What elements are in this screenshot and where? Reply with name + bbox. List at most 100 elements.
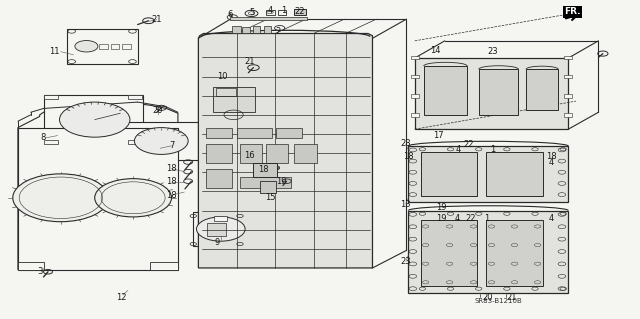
Bar bbox=[486, 220, 543, 286]
Text: 18: 18 bbox=[547, 152, 557, 161]
Circle shape bbox=[134, 128, 188, 154]
Bar bbox=[240, 144, 262, 163]
Text: 19: 19 bbox=[276, 177, 287, 186]
Bar bbox=[564, 94, 572, 98]
Text: 23: 23 bbox=[488, 47, 498, 56]
Bar bbox=[278, 10, 286, 15]
Text: 18: 18 bbox=[166, 164, 177, 173]
Text: SR83-B1210B: SR83-B1210B bbox=[474, 298, 522, 304]
Bar bbox=[411, 75, 419, 78]
Text: 18: 18 bbox=[259, 165, 269, 174]
Text: 21: 21 bbox=[244, 57, 255, 66]
Bar bbox=[44, 95, 58, 99]
Bar bbox=[214, 216, 227, 221]
Text: 23: 23 bbox=[401, 139, 411, 148]
Bar bbox=[122, 44, 131, 49]
Bar bbox=[206, 144, 232, 163]
Bar bbox=[128, 95, 142, 99]
Bar bbox=[206, 169, 232, 188]
Text: 20: 20 bbox=[153, 106, 163, 115]
Bar bbox=[411, 56, 419, 59]
Text: FR.: FR. bbox=[564, 7, 581, 16]
Text: 4: 4 bbox=[456, 145, 461, 154]
Text: 4: 4 bbox=[549, 158, 554, 167]
Bar bbox=[150, 262, 178, 270]
Bar bbox=[526, 69, 558, 110]
Text: 22: 22 bbox=[294, 7, 305, 16]
Bar bbox=[111, 44, 119, 49]
Text: 17: 17 bbox=[433, 131, 444, 140]
Bar bbox=[260, 181, 276, 193]
Bar bbox=[67, 29, 138, 64]
Text: 2: 2 bbox=[276, 27, 281, 36]
Bar bbox=[213, 87, 255, 112]
Text: 20: 20 bbox=[483, 293, 493, 302]
Circle shape bbox=[75, 41, 98, 52]
Text: 4: 4 bbox=[454, 214, 460, 223]
Polygon shape bbox=[18, 104, 178, 270]
Text: 8: 8 bbox=[41, 133, 46, 142]
Bar bbox=[486, 152, 543, 196]
Text: 1: 1 bbox=[484, 214, 489, 223]
Bar bbox=[128, 140, 142, 144]
Bar bbox=[206, 128, 232, 138]
Bar bbox=[18, 262, 44, 270]
Bar bbox=[207, 223, 226, 236]
Bar bbox=[424, 66, 467, 115]
Bar bbox=[216, 88, 236, 96]
Text: 14: 14 bbox=[430, 46, 440, 55]
Circle shape bbox=[13, 174, 109, 222]
Text: 18: 18 bbox=[403, 152, 413, 161]
Bar bbox=[253, 163, 277, 177]
Bar bbox=[264, 26, 271, 33]
Bar bbox=[411, 113, 419, 117]
Bar bbox=[564, 75, 572, 78]
Circle shape bbox=[60, 102, 130, 137]
Text: 9: 9 bbox=[215, 238, 220, 247]
Text: 4: 4 bbox=[268, 6, 273, 15]
Text: 11: 11 bbox=[49, 47, 60, 56]
Text: 18: 18 bbox=[166, 191, 177, 200]
Bar bbox=[266, 10, 275, 15]
Text: 21: 21 bbox=[507, 293, 517, 302]
Bar bbox=[294, 9, 306, 15]
Text: 6: 6 bbox=[228, 10, 233, 19]
Polygon shape bbox=[408, 211, 568, 293]
Text: 10: 10 bbox=[217, 72, 227, 81]
Text: 3: 3 bbox=[37, 267, 42, 276]
Text: 18: 18 bbox=[166, 177, 177, 186]
Text: 15: 15 bbox=[265, 193, 275, 202]
Bar bbox=[253, 26, 260, 33]
Text: 1: 1 bbox=[281, 6, 286, 15]
Bar bbox=[240, 177, 291, 188]
Circle shape bbox=[95, 179, 172, 217]
Bar bbox=[242, 27, 250, 33]
Bar bbox=[204, 75, 264, 121]
Text: 23: 23 bbox=[401, 257, 411, 266]
Polygon shape bbox=[415, 58, 568, 129]
Polygon shape bbox=[408, 146, 568, 202]
Bar bbox=[18, 128, 178, 270]
Bar bbox=[564, 56, 572, 59]
Bar bbox=[294, 144, 317, 163]
Bar bbox=[411, 94, 419, 98]
Text: 22: 22 bbox=[465, 214, 476, 223]
Bar bbox=[44, 140, 58, 144]
Text: 13: 13 bbox=[401, 200, 411, 209]
Bar bbox=[99, 44, 108, 49]
Bar bbox=[230, 17, 307, 20]
Bar bbox=[237, 128, 272, 138]
Polygon shape bbox=[198, 33, 372, 268]
Bar bbox=[421, 220, 477, 286]
Text: 1: 1 bbox=[490, 145, 495, 154]
Text: 21: 21 bbox=[152, 15, 162, 24]
Bar bbox=[276, 128, 302, 138]
Text: 19: 19 bbox=[436, 204, 447, 212]
Text: 22: 22 bbox=[463, 140, 474, 149]
Bar bbox=[421, 152, 477, 196]
Text: 4: 4 bbox=[549, 214, 554, 223]
Circle shape bbox=[196, 217, 245, 241]
Bar bbox=[44, 95, 143, 144]
Text: 19: 19 bbox=[436, 214, 447, 223]
Bar bbox=[479, 69, 518, 115]
